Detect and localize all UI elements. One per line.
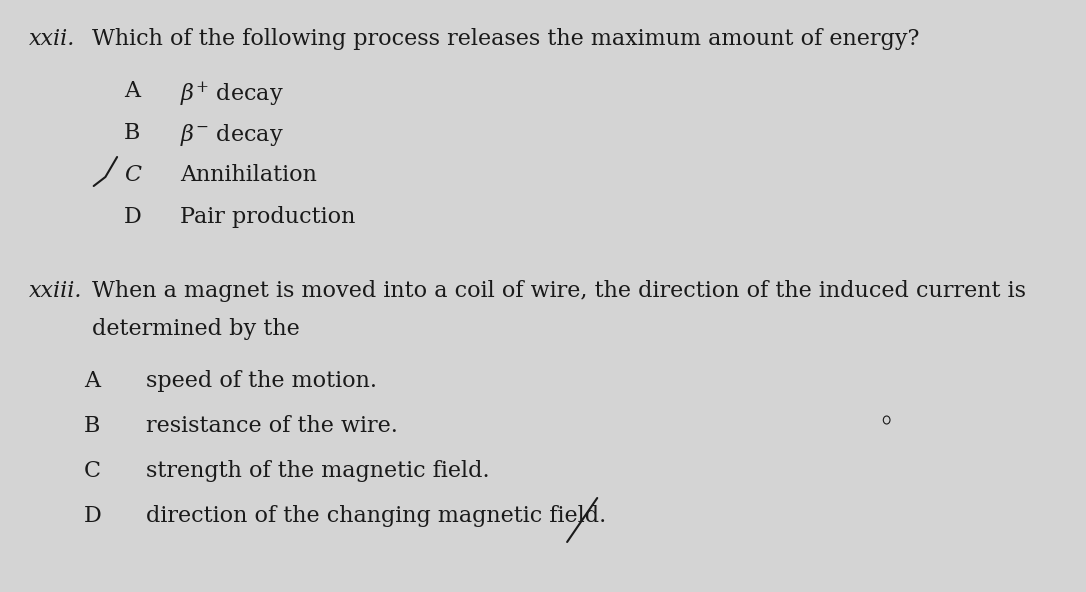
Text: C: C [84,460,101,482]
Text: When a magnet is moved into a coil of wire, the direction of the induced current: When a magnet is moved into a coil of wi… [92,280,1026,302]
Text: B: B [124,122,140,144]
Text: D: D [124,206,141,228]
Text: $\beta^{-}$ decay: $\beta^{-}$ decay [180,122,283,148]
Text: xxii.: xxii. [29,28,76,50]
Text: Which of the following process releases the maximum amount of energy?: Which of the following process releases … [92,28,920,50]
Text: speed of the motion.: speed of the motion. [147,370,377,392]
Text: Pair production: Pair production [180,206,355,228]
Text: direction of the changing magnetic field.: direction of the changing magnetic field… [147,505,607,527]
Text: strength of the magnetic field.: strength of the magnetic field. [147,460,490,482]
Text: Annihilation: Annihilation [180,164,317,186]
Text: resistance of the wire.: resistance of the wire. [147,415,399,437]
Text: A: A [84,370,100,392]
Text: $\beta^{+}$ decay: $\beta^{+}$ decay [180,80,283,108]
Text: C: C [124,164,141,186]
Text: D: D [84,505,101,527]
Text: B: B [84,415,100,437]
Text: xxiii.: xxiii. [29,280,83,302]
Text: A: A [124,80,140,102]
Text: determined by the: determined by the [92,318,300,340]
